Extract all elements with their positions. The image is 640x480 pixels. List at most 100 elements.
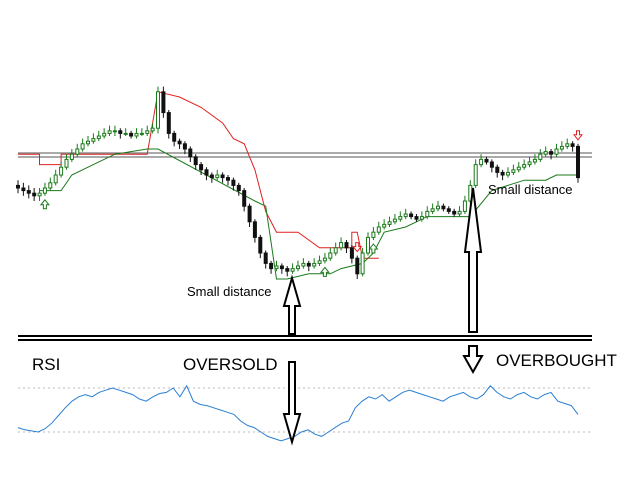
annotation-small-distance-right: Small distance	[488, 182, 573, 197]
candle	[123, 128, 128, 136]
candle	[457, 206, 462, 217]
down-arrow	[282, 361, 302, 446]
candle	[91, 133, 96, 144]
candle	[150, 123, 155, 134]
candle	[145, 125, 150, 136]
rsi-line	[17, 384, 579, 442]
candle	[328, 247, 333, 261]
candle	[576, 143, 580, 183]
candle	[419, 211, 424, 222]
candle	[446, 206, 451, 214]
up-arrow	[463, 187, 483, 333]
candle	[527, 156, 532, 168]
candle	[392, 214, 397, 225]
candle	[565, 138, 570, 149]
down-arrow	[462, 345, 484, 375]
candle	[366, 232, 370, 256]
candle	[188, 146, 193, 162]
candle	[543, 146, 548, 157]
signal-up-arrow-icon	[39, 198, 50, 210]
candle	[333, 242, 338, 256]
signal-down-arrow-icon	[352, 242, 363, 253]
candle	[376, 221, 381, 235]
candle	[506, 167, 510, 178]
candle	[532, 154, 537, 165]
candle	[26, 185, 31, 199]
candle	[118, 128, 123, 139]
candle	[182, 141, 187, 155]
candle	[16, 180, 20, 194]
candle	[172, 130, 177, 147]
candle	[382, 219, 387, 230]
overbought-label: OVERBOUGHT	[496, 351, 617, 370]
candle	[69, 149, 74, 162]
candle	[387, 216, 392, 227]
rsi-panel	[17, 384, 592, 442]
candle	[479, 154, 484, 168]
candle	[279, 263, 284, 274]
price-panel	[16, 86, 592, 280]
up-arrow	[282, 274, 302, 335]
candle	[452, 208, 457, 217]
candle	[75, 143, 80, 157]
candle	[59, 162, 64, 178]
candle	[96, 130, 101, 142]
candle	[339, 237, 344, 251]
candle	[322, 253, 327, 264]
candle	[209, 172, 214, 183]
candle	[204, 167, 209, 181]
candle	[285, 266, 290, 277]
candle	[473, 159, 478, 188]
candle	[511, 164, 516, 175]
signals	[39, 130, 584, 277]
candle	[559, 141, 564, 152]
candle	[134, 128, 139, 139]
candle	[129, 130, 134, 139]
candle	[570, 141, 575, 152]
candle	[425, 206, 430, 220]
candle	[409, 211, 414, 220]
candle	[538, 149, 543, 162]
candle	[220, 172, 225, 183]
candle	[226, 175, 230, 186]
candle	[317, 255, 322, 266]
oversold-label: OVERSOLD	[183, 355, 277, 374]
candle	[161, 86, 166, 118]
candle	[112, 125, 117, 136]
candle	[495, 164, 500, 178]
candle	[32, 188, 37, 201]
candle	[349, 245, 354, 264]
signal-up-arrow-icon	[368, 243, 379, 254]
candle	[301, 258, 306, 269]
candle	[252, 219, 257, 243]
candle	[86, 136, 90, 147]
signal-up-arrow-icon	[319, 266, 330, 277]
candle	[177, 138, 182, 149]
candle	[107, 125, 112, 136]
candle	[242, 188, 247, 212]
candle	[484, 156, 489, 165]
candle	[102, 128, 107, 139]
candle	[263, 250, 268, 269]
candle	[306, 260, 311, 272]
candle	[403, 208, 408, 220]
candle	[258, 234, 263, 259]
candle	[290, 263, 295, 274]
stop-lower-line	[39, 148, 578, 280]
candle	[554, 143, 559, 157]
candle	[441, 203, 446, 212]
candle	[236, 182, 241, 196]
candle	[355, 255, 360, 279]
candle	[215, 169, 220, 181]
candle	[53, 169, 58, 186]
candle	[274, 260, 279, 272]
candle	[462, 195, 467, 214]
candle	[549, 149, 554, 160]
horizontal-lines	[18, 152, 592, 158]
candle	[344, 240, 349, 253]
candle	[231, 177, 236, 191]
candle	[48, 177, 53, 191]
candle	[42, 182, 47, 196]
candle	[360, 247, 365, 277]
